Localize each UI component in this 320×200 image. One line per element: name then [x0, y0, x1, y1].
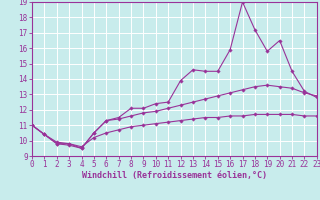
X-axis label: Windchill (Refroidissement éolien,°C): Windchill (Refroidissement éolien,°C) — [82, 171, 267, 180]
